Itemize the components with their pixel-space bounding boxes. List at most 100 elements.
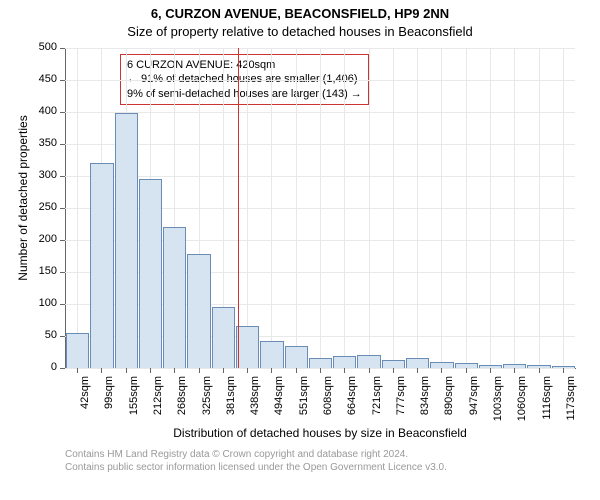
ytick bbox=[60, 80, 65, 81]
credit-line2: Contains public sector information licen… bbox=[65, 461, 447, 474]
ytick bbox=[60, 208, 65, 209]
xtick-label: 42sqm bbox=[79, 376, 91, 426]
xtick-label: 551sqm bbox=[298, 376, 310, 426]
annotation-line3: 9% of semi-detached houses are larger (1… bbox=[127, 87, 362, 101]
xtick bbox=[150, 368, 151, 373]
xtick bbox=[101, 368, 102, 373]
histogram-bar bbox=[333, 356, 356, 368]
gridline-v bbox=[490, 48, 491, 368]
histogram-bar bbox=[90, 163, 113, 368]
ytick-label: 350 bbox=[27, 137, 57, 149]
ytick bbox=[60, 368, 65, 369]
ytick bbox=[60, 336, 65, 337]
ytick-label: 250 bbox=[27, 201, 57, 213]
xtick bbox=[417, 368, 418, 373]
histogram-bar bbox=[66, 333, 89, 368]
xtick-label: 721sqm bbox=[371, 376, 383, 426]
ytick-label: 400 bbox=[27, 105, 57, 117]
histogram-bar bbox=[212, 307, 235, 368]
xtick-label: 381sqm bbox=[225, 376, 237, 426]
histogram-bar bbox=[163, 227, 186, 368]
chart-subtitle: Size of property relative to detached ho… bbox=[0, 24, 600, 39]
xtick-label: 494sqm bbox=[273, 376, 285, 426]
xtick bbox=[199, 368, 200, 373]
ytick bbox=[60, 304, 65, 305]
histogram-bar bbox=[527, 365, 550, 368]
gridline-v bbox=[247, 48, 248, 368]
histogram-bar bbox=[430, 362, 453, 368]
gridline-v bbox=[320, 48, 321, 368]
credit-text: Contains HM Land Registry data © Crown c… bbox=[65, 448, 447, 474]
xtick-label: 834sqm bbox=[419, 376, 431, 426]
histogram-bar bbox=[309, 358, 332, 368]
xtick-label: 890sqm bbox=[443, 376, 455, 426]
histogram-bar bbox=[503, 364, 526, 368]
xtick bbox=[247, 368, 248, 373]
ytick bbox=[60, 112, 65, 113]
histogram-bar bbox=[406, 358, 429, 368]
xtick-label: 99sqm bbox=[103, 376, 115, 426]
histogram-bar bbox=[552, 366, 575, 368]
ytick-label: 150 bbox=[27, 265, 57, 277]
xtick bbox=[441, 368, 442, 373]
ytick-label: 100 bbox=[27, 297, 57, 309]
histogram-bar bbox=[115, 113, 138, 368]
credit-line1: Contains HM Land Registry data © Crown c… bbox=[65, 448, 447, 461]
xtick-label: 325sqm bbox=[201, 376, 213, 426]
xtick bbox=[174, 368, 175, 373]
xtick bbox=[296, 368, 297, 373]
ytick-label: 300 bbox=[27, 169, 57, 181]
xtick bbox=[539, 368, 540, 373]
chart-container: { "titles": { "line1": "6, CURZON AVENUE… bbox=[0, 0, 600, 500]
ytick bbox=[60, 240, 65, 241]
xtick-label: 947sqm bbox=[468, 376, 480, 426]
gridline-v bbox=[369, 48, 370, 368]
ytick bbox=[60, 48, 65, 49]
ytick bbox=[60, 272, 65, 273]
ytick-label: 200 bbox=[27, 233, 57, 245]
gridline-v bbox=[441, 48, 442, 368]
xtick-label: 664sqm bbox=[346, 376, 358, 426]
ytick bbox=[60, 144, 65, 145]
histogram-bar bbox=[260, 341, 283, 368]
ytick-label: 50 bbox=[27, 329, 57, 341]
xtick bbox=[320, 368, 321, 373]
histogram-bar bbox=[479, 365, 502, 368]
marker-line bbox=[238, 48, 239, 368]
chart-title: 6, CURZON AVENUE, BEACONSFIELD, HP9 2NN bbox=[0, 6, 600, 21]
xtick-label: 212sqm bbox=[152, 376, 164, 426]
xtick-label: 1173sqm bbox=[565, 376, 577, 426]
xtick-label: 777sqm bbox=[395, 376, 407, 426]
gridline-v bbox=[344, 48, 345, 368]
gridline-v bbox=[271, 48, 272, 368]
histogram-bar bbox=[357, 355, 380, 368]
histogram-bar bbox=[285, 346, 308, 368]
xtick bbox=[369, 368, 370, 373]
histogram-bar bbox=[139, 179, 162, 368]
gridline-v bbox=[466, 48, 467, 368]
xtick bbox=[393, 368, 394, 373]
gridline-v bbox=[514, 48, 515, 368]
gridline-v bbox=[539, 48, 540, 368]
ytick bbox=[60, 176, 65, 177]
xtick bbox=[271, 368, 272, 373]
gridline-v bbox=[563, 48, 564, 368]
histogram-bar bbox=[455, 363, 478, 368]
gridline-v bbox=[417, 48, 418, 368]
xtick-label: 1003sqm bbox=[492, 376, 504, 426]
xtick bbox=[514, 368, 515, 373]
xtick-label: 1060sqm bbox=[516, 376, 528, 426]
histogram-bar bbox=[382, 360, 405, 368]
xtick-label: 1116sqm bbox=[541, 376, 553, 426]
gridline-v bbox=[296, 48, 297, 368]
xtick bbox=[77, 368, 78, 373]
ytick-label: 0 bbox=[27, 361, 57, 373]
xtick bbox=[490, 368, 491, 373]
ytick-label: 500 bbox=[27, 41, 57, 53]
gridline-v bbox=[393, 48, 394, 368]
histogram-bar bbox=[187, 254, 210, 368]
xtick bbox=[223, 368, 224, 373]
x-axis-label: Distribution of detached houses by size … bbox=[65, 426, 575, 440]
xtick bbox=[344, 368, 345, 373]
xtick-label: 268sqm bbox=[176, 376, 188, 426]
